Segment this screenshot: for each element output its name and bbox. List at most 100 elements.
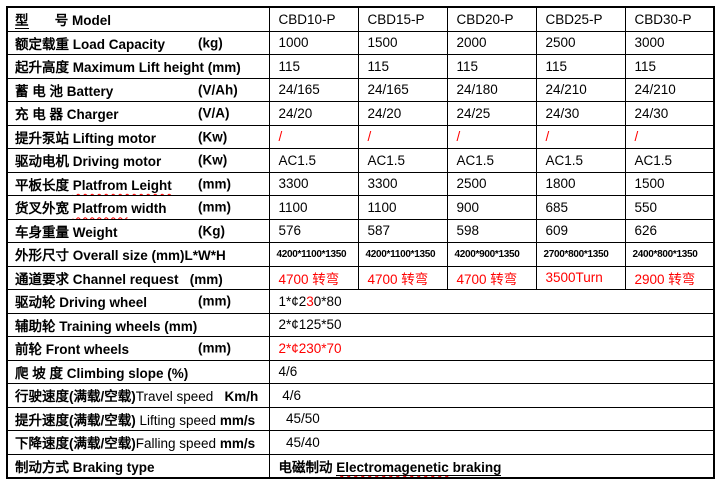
cell-channel-request-col3: 4700 转弯	[446, 265, 537, 290]
cell-charger-col5: 24/30	[624, 101, 715, 126]
cell-channel-request-col1: 4700 转弯	[268, 265, 359, 290]
row-unit-platform-length: (mm)	[198, 176, 231, 192]
row-label-lifting-speed: 提升速度(满载/空载) Lifting speed mm/s	[6, 406, 270, 431]
cell-lifting-motor-col5: /	[624, 124, 715, 149]
cell-channel-request-col2: 4700 转弯	[357, 265, 448, 290]
text-segment: braking	[448, 459, 502, 476]
table-row-battery: 蓄 电 池 Battery (V/Ah) 24/165 24/165 24/180 24/…	[6, 77, 715, 102]
text-segment: Travel speed	[135, 389, 214, 405]
spec-sheet: 型 号 Model CBD10-P CBD15-P CBD20-P CBD25-P CBD…	[6, 6, 715, 479]
cell-model-col2: CBD15-P	[357, 6, 448, 32]
row-label-platform-width: 货叉外宽 Platfrom width (mm)	[6, 195, 270, 220]
text-segment: 行驶速度(满载/空载)	[15, 389, 136, 405]
cell-platform-length-col5: 1500	[624, 171, 715, 196]
text-segment: 型	[15, 13, 29, 30]
cell-weight-col2: 587	[357, 218, 448, 243]
cell-platform-length-col4: 1800	[535, 171, 626, 196]
text-segment: 下降速度(满载/空载)	[15, 436, 136, 452]
cell-load-capacity-col3: 2000	[446, 30, 537, 55]
cell-platform-length-col2: 3300	[357, 171, 448, 196]
text-segment: 45/40	[278, 434, 320, 450]
cell-platform-length-col1: 3300	[268, 171, 359, 196]
row-unit-lifting-motor: (Kw)	[198, 129, 228, 145]
row-label-travel-speed: 行驶速度(满载/空载)Travel speed Km/h	[6, 383, 270, 408]
text-segment: 额定载重 Load Capacity	[15, 36, 166, 52]
row-unit-load-capacity: (kg)	[198, 35, 223, 51]
row-unit-battery: (V/Ah)	[198, 82, 238, 98]
cell-overall-size-col2: 4200*1100*1350	[357, 242, 448, 267]
cell-model-col4: CBD25-P	[535, 6, 626, 32]
cell-overall-size-col5: 2400*800*1350	[624, 242, 715, 267]
row-label-charger: 充 电 器 Charger (V/A)	[6, 101, 270, 126]
cell-battery-col1: 24/165	[268, 77, 359, 102]
row-unit-driving-wheel: (mm)	[198, 293, 231, 309]
text-segment: mm/s	[219, 436, 256, 452]
cell-lifting-motor-col2: /	[357, 124, 448, 149]
row-unit-platform-width: (mm)	[198, 199, 231, 215]
cell-platform-width-col3: 900	[446, 195, 537, 220]
row-label-front-wheels: 前轮 Front wheels (mm)	[6, 336, 270, 361]
cell-model-col3: CBD20-P	[446, 6, 537, 32]
row-label-max-lift-height: 起升高度 Maximum Lift height (mm)	[6, 54, 270, 79]
table-row-model: 型 号 Model CBD10-P CBD15-P CBD20-P CBD25-P CBD…	[6, 6, 715, 32]
cell-lifting-motor-col4: /	[535, 124, 626, 149]
text-segment: width	[127, 201, 167, 217]
table-row-lifting-motor: 提升泵站 Lifting motor (Kw) / / / / /	[6, 124, 715, 149]
table-row-lifting-speed: 提升速度(满载/空载) Lifting speed mm/s 45/50	[6, 406, 715, 431]
cell-load-capacity-col2: 1500	[357, 30, 448, 55]
text-segment: 4/6	[278, 387, 302, 403]
table-row-charger: 充 电 器 Charger (V/A) 24/20 24/20 24/25 24/30 24…	[6, 101, 715, 126]
cell-driving-motor-col3: AC1.5	[446, 148, 537, 173]
text-segment: 前轮 Front wheels	[15, 342, 130, 358]
cell-climbing-slope-span: 4/6	[268, 359, 715, 384]
text-segment: Falling speed	[135, 436, 220, 452]
table-row-channel-request: 通道要求 Channel request (mm) 4700 转弯 4700 转弯 4…	[6, 265, 715, 290]
cell-charger-col3: 24/25	[446, 101, 537, 126]
cell-driving-motor-col5: AC1.5	[624, 148, 715, 173]
cell-load-capacity-col4: 2500	[535, 30, 626, 55]
row-label-battery: 蓄 电 池 Battery (V/Ah)	[6, 77, 270, 102]
cell-platform-width-col1: 1100	[268, 195, 359, 220]
row-label-overall-size: 外形尺寸 Overall size (mm)L*W*H	[6, 242, 270, 267]
cell-battery-col2: 24/165	[357, 77, 448, 102]
text-segment: 平板长度	[15, 177, 73, 193]
cell-driving-motor-col4: AC1.5	[535, 148, 626, 173]
table-row-weight: 车身重量 Weight (Kg) 576 587 598 609 626	[6, 218, 715, 243]
cell-battery-col5: 24/210	[624, 77, 715, 102]
cell-driving-motor-col1: AC1.5	[268, 148, 359, 173]
text-segment: Model	[72, 13, 112, 29]
cell-lifting-speed-span: 45/50	[268, 406, 715, 431]
text-segment: 电磁制动	[278, 459, 337, 475]
table-row-braking-type: 制动方式 Braking type 电磁制动 Electromagenetic b…	[6, 453, 715, 479]
cell-max-lift-height-col2: 115	[357, 54, 448, 79]
cell-battery-col3: 24/180	[446, 77, 537, 102]
text-segment: 45/50	[278, 411, 320, 427]
row-label-climbing-slope: 爬 坡 度 Climbing slope (%)	[6, 359, 270, 384]
row-label-channel-request: 通道要求 Channel request (mm)	[6, 265, 270, 290]
cell-max-lift-height-col5: 115	[624, 54, 715, 79]
row-unit-driving-motor: (Kw)	[198, 152, 228, 168]
table-row-front-wheels: 前轮 Front wheels (mm) 2*¢230*70	[6, 336, 715, 361]
cell-charger-col4: 24/30	[535, 101, 626, 126]
table-row-driving-wheel: 驱动轮 Driving wheel (mm) 1*¢230*80	[6, 289, 715, 314]
table-row-overall-size: 外形尺寸 Overall size (mm)L*W*H 4200*1100*135…	[6, 242, 715, 267]
text-segment: 爬 坡 度 Climbing slope (%)	[15, 365, 189, 381]
text-segment: 外形尺寸 Overall size (mm)L*W*H	[15, 248, 226, 264]
cell-travel-speed-span: 4/6	[268, 383, 715, 408]
row-label-braking-type: 制动方式 Braking type	[6, 453, 270, 479]
text-segment: 蓄 电 池 Battery	[15, 83, 114, 99]
table-row-max-lift-height: 起升高度 Maximum Lift height (mm) 115 115 115 11…	[6, 54, 715, 79]
text-segment: Lifting speed	[139, 412, 220, 428]
row-label-platform-length: 平板长度 Platfrom Leight (mm)	[6, 171, 270, 196]
cell-weight-col5: 626	[624, 218, 715, 243]
row-label-driving-wheel: 驱动轮 Driving wheel (mm)	[6, 289, 270, 314]
text-segment: 充 电 器 Charger	[15, 107, 119, 123]
table-row-platform-width: 货叉外宽 Platfrom width (mm) 1100 1100 900 685 550	[6, 195, 715, 220]
table-row-platform-length: 平板长度 Platfrom Leight (mm) 3300 3300 2500 1800…	[6, 171, 715, 196]
cell-charger-col1: 24/20	[268, 101, 359, 126]
cell-falling-speed-span: 45/40	[268, 430, 715, 455]
table-row-driving-motor: 驱动电机 Driving motor (Kw) AC1.5 AC1.5 AC1.5 AC1…	[6, 148, 715, 173]
text-segment: 1*¢2	[278, 293, 307, 309]
cell-driving-motor-col2: AC1.5	[357, 148, 448, 173]
cell-overall-size-col3: 4200*900*1350	[446, 242, 537, 267]
